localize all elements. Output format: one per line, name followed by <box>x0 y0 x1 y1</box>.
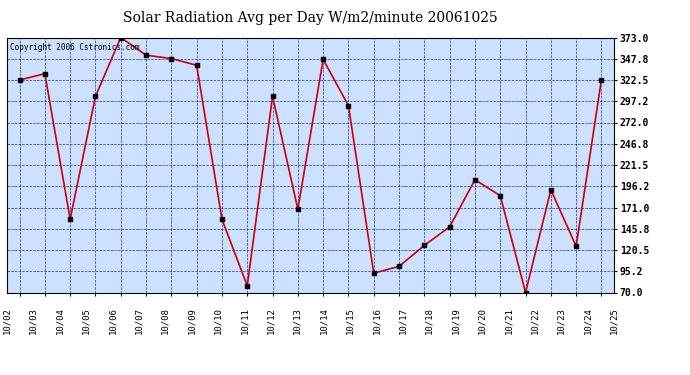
Point <box>495 193 506 199</box>
Text: 10/23: 10/23 <box>557 308 566 334</box>
Point <box>317 56 328 62</box>
Text: 10/08: 10/08 <box>161 308 170 334</box>
Text: 10/02: 10/02 <box>2 308 12 334</box>
Point <box>217 216 228 222</box>
Text: 10/20: 10/20 <box>477 308 486 334</box>
Text: 10/24: 10/24 <box>583 308 592 334</box>
Point <box>469 177 480 183</box>
Text: Copyright 2006 Cstronics.com: Copyright 2006 Cstronics.com <box>10 43 139 52</box>
Text: 10/09: 10/09 <box>187 308 196 334</box>
Text: 10/12: 10/12 <box>266 308 275 334</box>
Point <box>571 243 582 249</box>
Point <box>444 224 455 230</box>
Text: Solar Radiation Avg per Day W/m2/minute 20061025: Solar Radiation Avg per Day W/m2/minute … <box>123 11 498 25</box>
Text: 10/14: 10/14 <box>319 308 328 334</box>
Text: 10/15: 10/15 <box>346 308 355 334</box>
Text: 10/18: 10/18 <box>425 308 434 334</box>
Point <box>65 216 76 222</box>
Text: 10/21: 10/21 <box>504 308 513 334</box>
Point <box>115 34 126 40</box>
Text: 10/06: 10/06 <box>108 308 117 334</box>
Text: 10/05: 10/05 <box>81 308 90 334</box>
Point <box>39 71 50 77</box>
Point <box>293 206 304 212</box>
Text: 10/11: 10/11 <box>240 308 249 334</box>
Point <box>166 56 177 62</box>
Point <box>14 77 25 83</box>
Text: 10/16: 10/16 <box>372 308 381 334</box>
Text: 10/25: 10/25 <box>609 308 619 334</box>
Point <box>90 93 101 99</box>
Text: 10/07: 10/07 <box>135 308 144 334</box>
Point <box>596 76 607 82</box>
Point <box>368 270 380 276</box>
Point <box>419 242 430 248</box>
Point <box>545 187 556 193</box>
Point <box>241 283 253 289</box>
Point <box>343 103 354 109</box>
Text: 10/13: 10/13 <box>293 308 302 334</box>
Point <box>393 263 404 269</box>
Text: 10/10: 10/10 <box>214 308 223 334</box>
Point <box>520 290 531 296</box>
Point <box>267 93 278 99</box>
Text: 10/17: 10/17 <box>398 308 407 334</box>
Point <box>141 52 152 58</box>
Text: 10/03: 10/03 <box>29 308 38 334</box>
Text: 10/22: 10/22 <box>531 308 540 334</box>
Text: 10/04: 10/04 <box>55 308 64 334</box>
Text: 10/19: 10/19 <box>451 308 460 334</box>
Point <box>191 62 202 68</box>
